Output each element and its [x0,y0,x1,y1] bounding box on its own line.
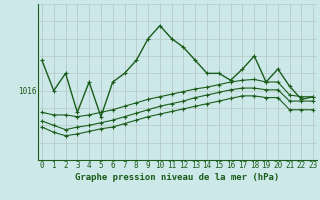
X-axis label: Graphe pression niveau de la mer (hPa): Graphe pression niveau de la mer (hPa) [76,173,280,182]
